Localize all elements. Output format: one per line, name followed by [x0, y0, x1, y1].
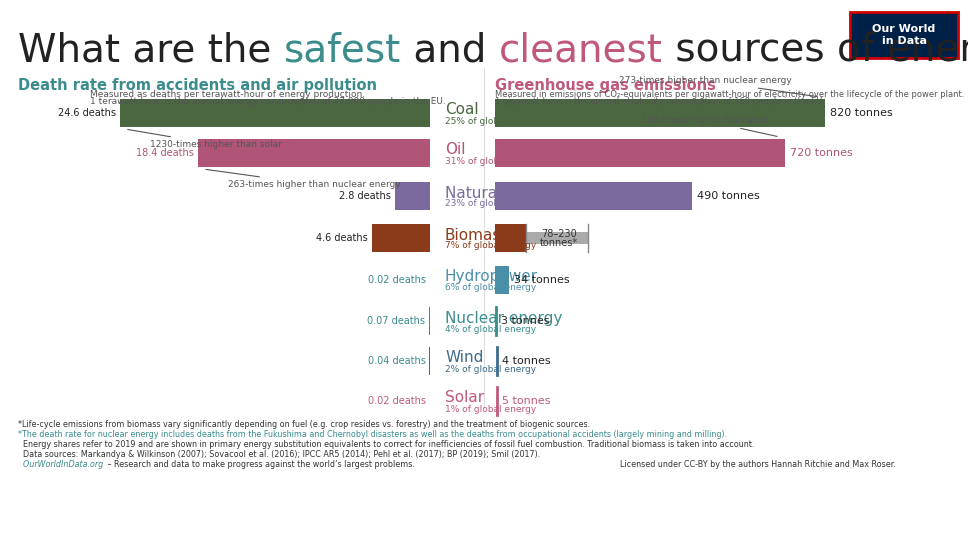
Text: 0.02 deaths: 0.02 deaths — [368, 396, 426, 406]
Text: Wind: Wind — [445, 350, 483, 365]
Text: Greenhouse gas emissions: Greenhouse gas emissions — [495, 78, 716, 93]
Text: Licensed under CC-BY by the authors Hannah Ritchie and Max Roser.: Licensed under CC-BY by the authors Hann… — [620, 460, 895, 469]
Text: – Research and data to make progress against the world’s largest problems.: – Research and data to make progress aga… — [105, 460, 415, 469]
Bar — [527, 232, 588, 244]
Text: 4 tonnes: 4 tonnes — [501, 356, 550, 366]
Text: 34 tonnes: 34 tonnes — [514, 275, 569, 285]
Text: What are the: What are the — [18, 31, 284, 69]
Text: in Data: in Data — [882, 36, 926, 46]
Text: tonnes*: tonnes* — [540, 238, 578, 248]
Text: 23% of global energy: 23% of global energy — [445, 200, 542, 209]
Text: 7% of global energy: 7% of global energy — [445, 242, 536, 251]
Text: Data sources: Markandya & Wilkinson (2007); Sovacool et al. (2016); IPCC AR5 (20: Data sources: Markandya & Wilkinson (200… — [18, 450, 540, 459]
Text: 273-times higher than nuclear energy: 273-times higher than nuclear energy — [619, 76, 817, 97]
Text: Energy shares refer to 2019 and are shown in primary energy substitution equival: Energy shares refer to 2019 and are show… — [18, 440, 754, 449]
Text: Biomass: Biomass — [445, 228, 509, 243]
Text: safest: safest — [284, 31, 401, 69]
Text: 5 tonnes: 5 tonnes — [502, 396, 551, 406]
Text: 24.6 deaths: 24.6 deaths — [58, 108, 116, 118]
Text: 4.6 deaths: 4.6 deaths — [317, 233, 368, 243]
Text: Natural Gas: Natural Gas — [445, 185, 535, 200]
Bar — [495, 266, 508, 294]
Text: 263-times higher than nuclear energy: 263-times higher than nuclear energy — [206, 170, 401, 189]
Text: 25% of global energy: 25% of global energy — [445, 117, 542, 126]
Bar — [495, 139, 785, 167]
Text: Measured as deaths per terawatt-hour of energy production.: Measured as deaths per terawatt-hour of … — [90, 90, 365, 99]
Text: Measured in emissions of CO₂-equivalents per gigawatt-hour of electricity over t: Measured in emissions of CO₂-equivalents… — [495, 90, 964, 99]
Bar — [495, 182, 692, 210]
Text: 18.4 deaths: 18.4 deaths — [136, 148, 195, 158]
Bar — [372, 224, 430, 252]
Bar — [495, 99, 825, 127]
Text: Hydropower: Hydropower — [445, 270, 538, 285]
Text: 820 tonnes: 820 tonnes — [830, 108, 892, 118]
Text: sources of energy?: sources of energy? — [663, 31, 968, 69]
Bar — [120, 99, 430, 127]
Text: OurWorldInData.org: OurWorldInData.org — [18, 460, 104, 469]
Text: 6% of global energy: 6% of global energy — [445, 283, 536, 292]
Bar — [198, 139, 430, 167]
Text: 2.8 deaths: 2.8 deaths — [339, 191, 391, 201]
Text: Death rate from accidents and air pollution: Death rate from accidents and air pollut… — [18, 78, 377, 93]
Text: Solar: Solar — [445, 391, 484, 406]
FancyBboxPatch shape — [850, 12, 958, 58]
Text: 1 terawatt-hour is the annual energy consumption of 27,000 people in the EU.: 1 terawatt-hour is the annual energy con… — [90, 97, 445, 106]
Text: 1% of global energy: 1% of global energy — [445, 405, 536, 413]
Bar — [395, 182, 430, 210]
Text: 1 gigawatt-hour is the annual electricity consumption of 160 people in the EU.: 1 gigawatt-hour is the annual electricit… — [495, 97, 825, 106]
Text: Our World: Our World — [872, 24, 936, 34]
Text: *The death rate for nuclear energy includes deaths from the Fukushima and Cherno: *The death rate for nuclear energy inclu… — [18, 430, 727, 439]
Text: 2% of global energy: 2% of global energy — [445, 364, 536, 373]
Text: 720 tonnes: 720 tonnes — [790, 148, 853, 158]
Bar — [495, 224, 527, 252]
Text: 0.07 deaths: 0.07 deaths — [367, 316, 425, 326]
Text: Coal: Coal — [445, 103, 478, 118]
Text: 31% of global energy: 31% of global energy — [445, 156, 542, 166]
Text: 490 tonnes: 490 tonnes — [697, 191, 760, 201]
Text: 0.02 deaths: 0.02 deaths — [368, 275, 426, 285]
Text: 4% of global energy: 4% of global energy — [445, 325, 536, 334]
Text: *Life-cycle emissions from biomass vary significantly depending on fuel (e.g. cr: *Life-cycle emissions from biomass vary … — [18, 420, 590, 429]
Text: cleanest: cleanest — [499, 31, 663, 69]
Text: 1230-times higher than solar: 1230-times higher than solar — [128, 129, 282, 149]
Text: 180-times higher than wind: 180-times higher than wind — [642, 116, 777, 136]
Text: Oil: Oil — [445, 142, 466, 157]
Text: 0.04 deaths: 0.04 deaths — [368, 356, 426, 366]
Text: 78–230: 78–230 — [541, 229, 577, 239]
Text: and: and — [401, 31, 499, 69]
Text: Nuclear energy: Nuclear energy — [445, 310, 562, 325]
Text: 3 tonnes: 3 tonnes — [501, 316, 550, 326]
